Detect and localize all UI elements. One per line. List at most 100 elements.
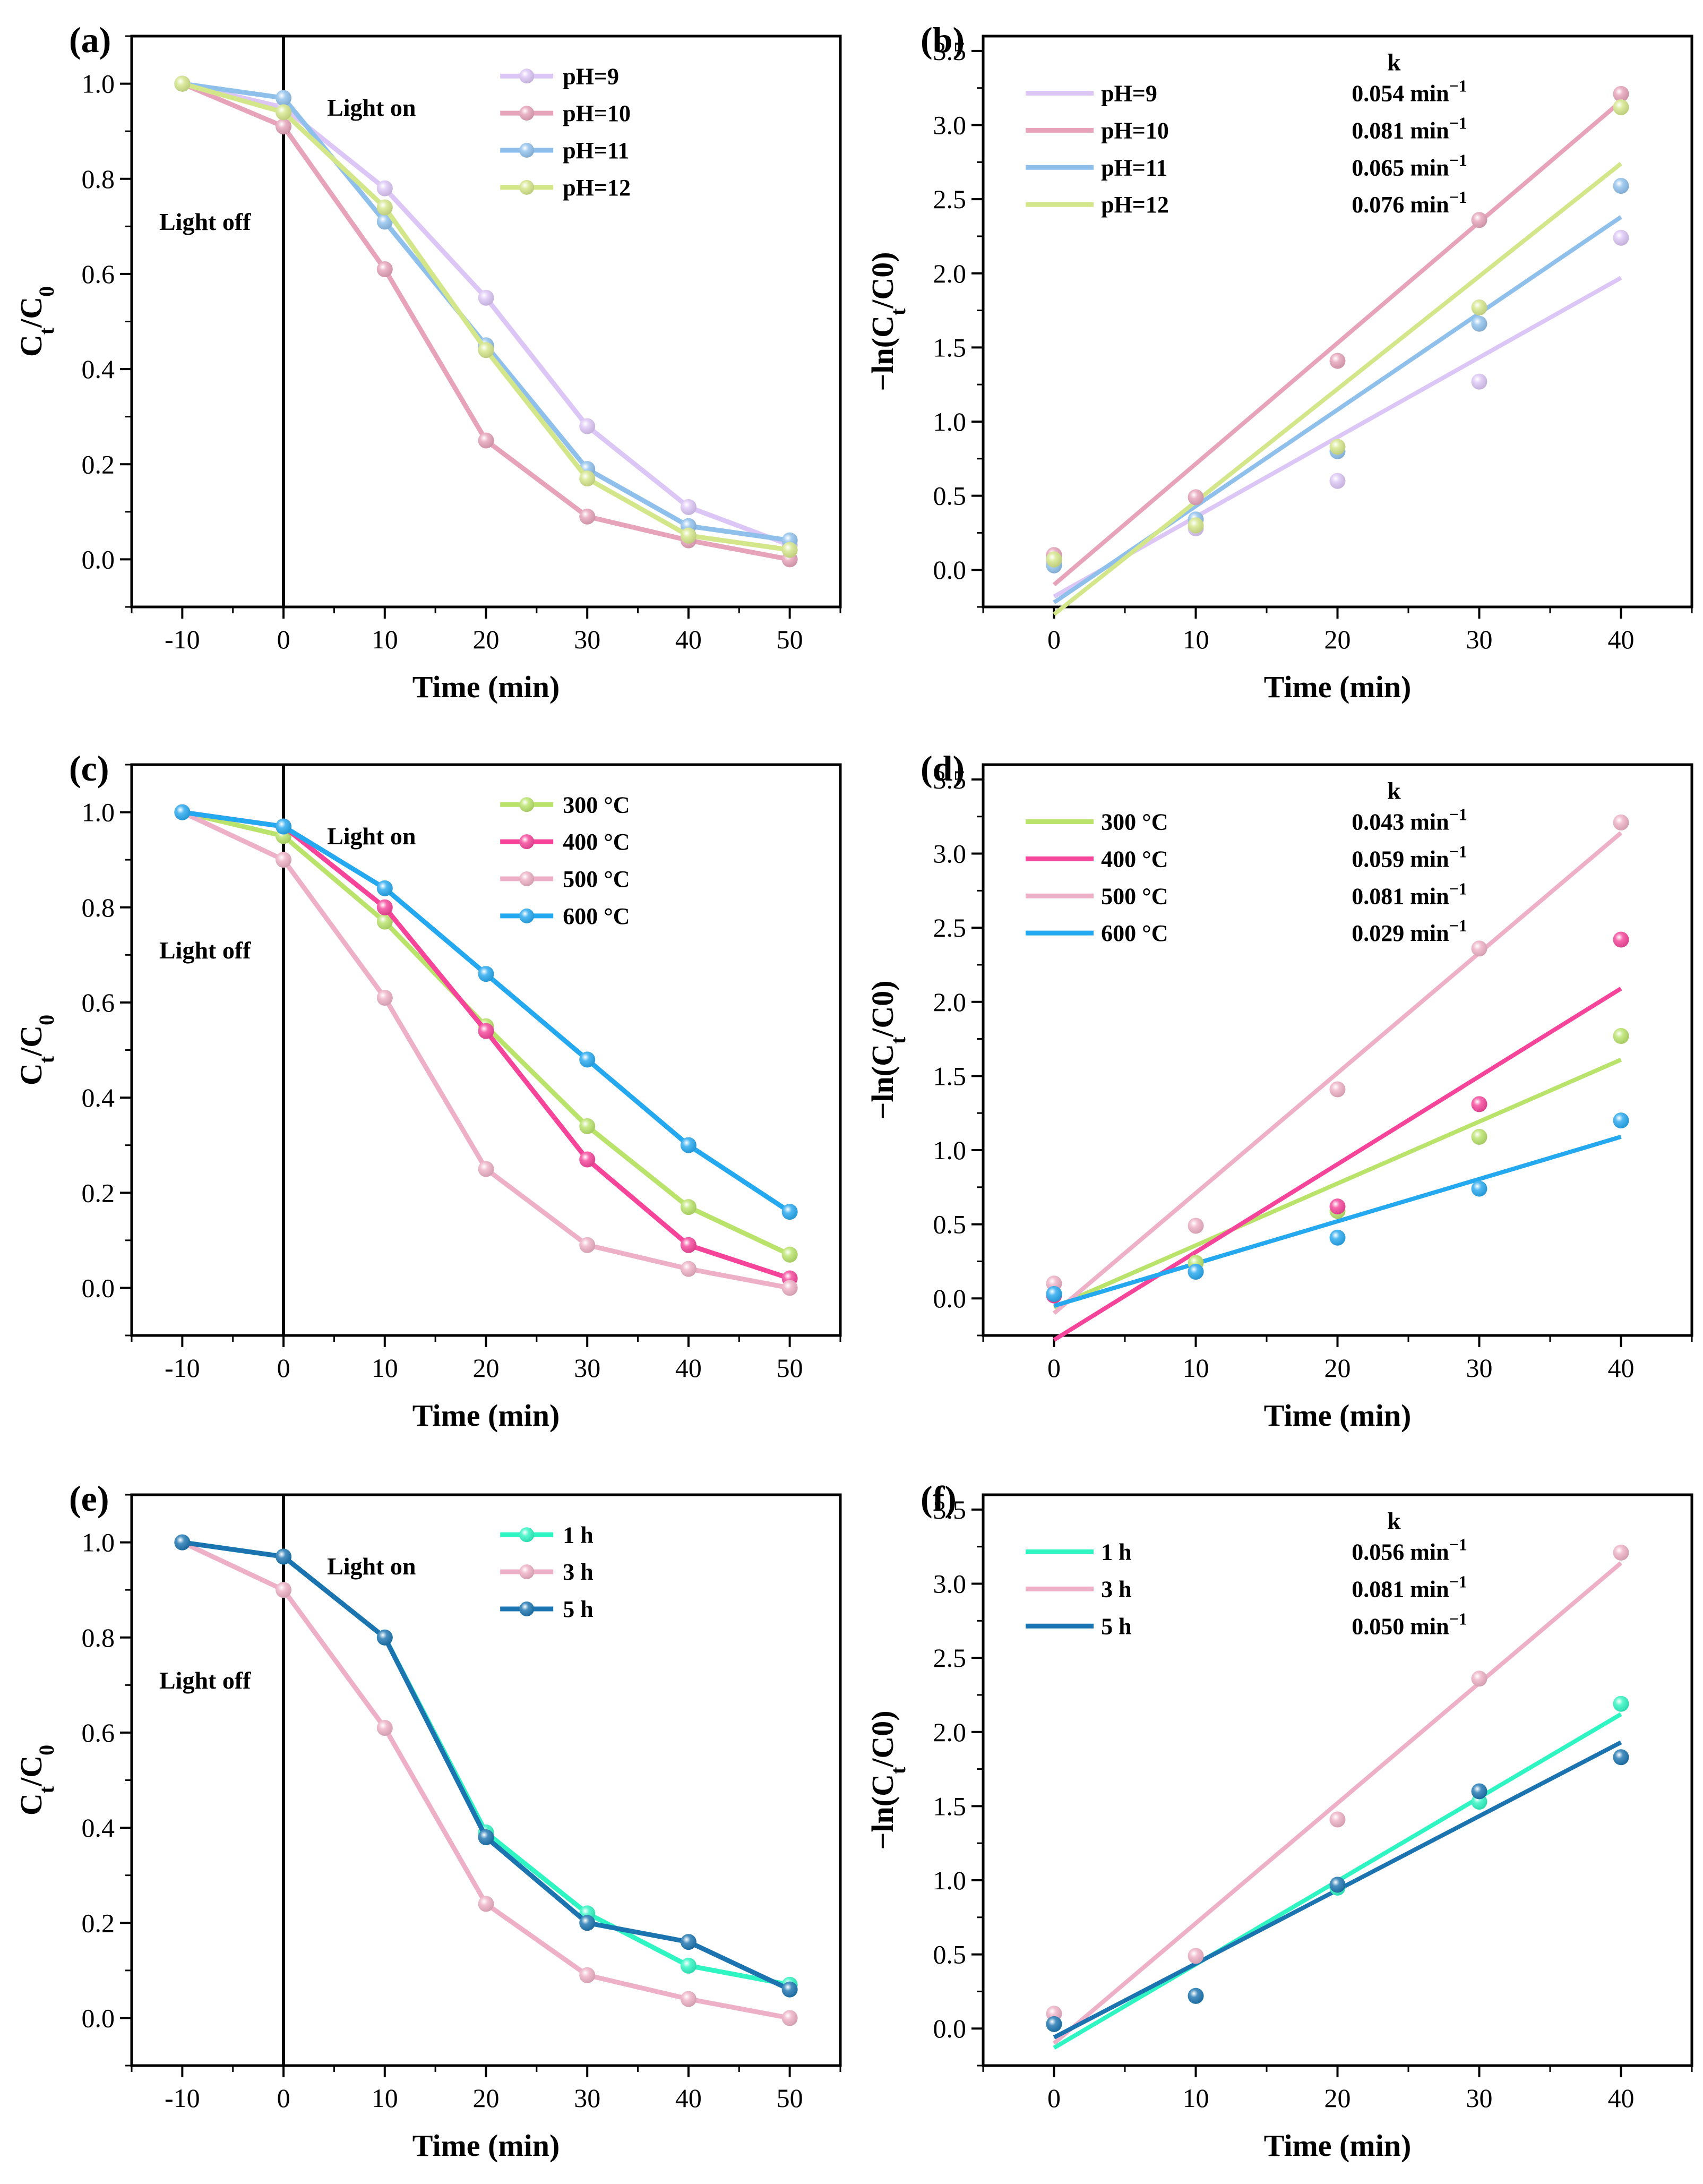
k-value: 0.029 min−1: [1352, 916, 1467, 946]
data-point: [680, 499, 696, 515]
data-point: [174, 1534, 191, 1551]
data-point: [1329, 473, 1346, 489]
light-off-label: Light off: [159, 1667, 251, 1694]
y-tick-label: 0.8: [82, 1623, 115, 1652]
data-point: [376, 1719, 393, 1736]
legend-marker: [519, 106, 535, 121]
data-point: [1329, 1877, 1346, 1893]
light-off-label: Light off: [159, 937, 251, 964]
legend-label: pH=11: [1101, 155, 1167, 181]
legend-label: 5 h: [1101, 1613, 1131, 1639]
fit-line-1: [1052, 99, 1623, 587]
y-tick-label: 0.2: [82, 1908, 115, 1938]
data-point: [1613, 178, 1629, 194]
data-point: [478, 1896, 494, 1912]
data-point: [1613, 99, 1629, 116]
data-point: [781, 1246, 798, 1263]
y-tick-label: 0.8: [82, 893, 115, 922]
data-point: [680, 1261, 696, 1277]
plot-frame: [130, 1493, 842, 2067]
x-tick-label: 30: [1466, 2083, 1493, 2113]
data-point: [1329, 1081, 1346, 1098]
legend-label: 3 h: [563, 1559, 593, 1585]
fit-line-3: [1053, 161, 1622, 616]
data-point: [1471, 1096, 1487, 1112]
x-tick-label: 20: [1324, 624, 1351, 654]
data-point: [1471, 299, 1487, 315]
data-point: [478, 1829, 494, 1845]
x-tick-label: 10: [1183, 1353, 1209, 1383]
legend-label: 500 °C: [563, 866, 630, 892]
k-value: 0.056 min−1: [1352, 1535, 1467, 1565]
data-point: [1471, 1180, 1487, 1197]
data-point: [376, 213, 393, 230]
x-tick-label: 30: [1466, 1353, 1493, 1383]
legend-marker: [519, 143, 535, 158]
legend-marker: [519, 68, 535, 84]
plot-frame: [982, 763, 1693, 1337]
x-tick-label: 40: [675, 1353, 702, 1383]
x-axis-title: Time (min): [412, 1398, 560, 1433]
legend-label: 1 h: [1101, 1539, 1131, 1565]
legend-marker: [519, 1527, 535, 1543]
data-point: [579, 418, 596, 434]
data-point: [276, 1548, 292, 1565]
data-point: [376, 1629, 393, 1646]
data-point: [1613, 229, 1629, 246]
plot-frame: [130, 35, 842, 609]
data-point: [276, 90, 292, 106]
k-value: 0.081 min−1: [1352, 1572, 1467, 1602]
legend-label: pH=12: [1101, 192, 1169, 218]
light-on-label: Light on: [327, 823, 416, 850]
x-tick-label: -10: [165, 1353, 200, 1383]
data-point: [1471, 1783, 1487, 1800]
x-tick-label: 30: [574, 2083, 600, 2113]
x-tick-label: 20: [1324, 1353, 1351, 1383]
fit-line-2: [1052, 831, 1623, 1315]
y-tick-label: 0.4: [82, 1083, 115, 1112]
x-tick-label: 20: [1324, 2083, 1351, 2113]
y-tick-label: 0.6: [82, 1718, 115, 1748]
x-tick-label: 10: [372, 624, 398, 654]
plot-frame: [130, 763, 842, 1337]
x-tick-label: 40: [1608, 624, 1635, 654]
x-tick-label: 30: [574, 624, 600, 654]
data-point: [579, 470, 596, 487]
x-tick-label: 30: [1466, 624, 1493, 654]
series-line-0: [182, 1540, 790, 1988]
x-tick-label: 0: [277, 1353, 290, 1383]
data-point: [1613, 931, 1629, 948]
data-point: [276, 1582, 292, 1598]
data-point: [1471, 940, 1487, 957]
data-point: [1613, 1112, 1629, 1129]
y-tick-label: 0.6: [82, 259, 115, 289]
data-point: [1613, 1749, 1629, 1766]
legend-marker: [519, 1601, 535, 1616]
y-tick-label: 1.0: [933, 407, 967, 436]
light-off-label: Light off: [159, 208, 251, 235]
series-line-1: [181, 81, 790, 562]
data-point: [781, 2010, 798, 2026]
data-point: [1188, 1263, 1204, 1280]
data-point: [478, 289, 494, 306]
legend-marker: [519, 797, 535, 812]
panel-a: -10 0 10 20 30 40 50 0.0 0.2 0.4 0.6 0.8 1.0 (a) Time …: [14, 20, 842, 704]
k-value: 0.081 min−1: [1352, 113, 1467, 143]
y-axis-title: −ln(Ct/C0): [865, 252, 910, 391]
data-point: [1613, 1695, 1629, 1712]
y-tick-label: 0.5: [933, 1940, 967, 1969]
data-point: [276, 852, 292, 868]
y-tick-label: 2.0: [933, 1717, 967, 1747]
data-point: [1188, 1988, 1204, 2004]
legend-marker: [519, 908, 535, 923]
x-tick-label: 0: [1047, 2083, 1061, 2113]
data-point: [478, 342, 494, 358]
data-point: [1329, 1198, 1346, 1215]
y-tick-label: 1.0: [82, 1528, 115, 1557]
legend-label: 1 h: [563, 1522, 593, 1548]
x-tick-label: 50: [777, 1353, 803, 1383]
data-point: [174, 804, 191, 820]
legend-label: pH=9: [563, 63, 619, 89]
y-axis-title: Ct/C0: [14, 1015, 58, 1085]
k-value: 0.081 min−1: [1352, 879, 1467, 909]
